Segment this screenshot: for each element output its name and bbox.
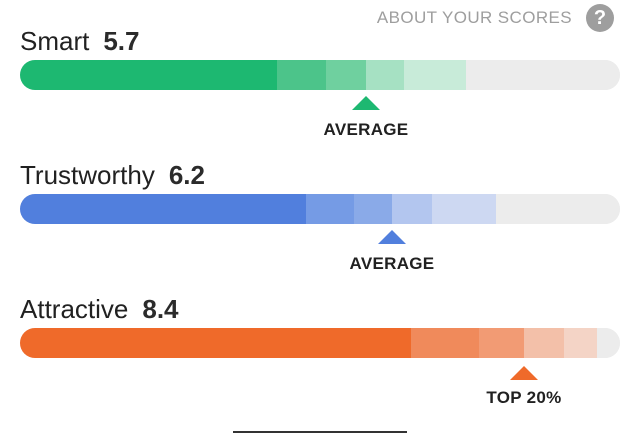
bar-segment xyxy=(326,60,366,90)
average-marker-icon xyxy=(378,230,406,244)
help-circle-icon[interactable]: ? xyxy=(586,4,614,32)
score-title-smart: Smart 5.7 xyxy=(20,28,140,54)
score-value: 6.2 xyxy=(168,160,205,190)
score-label: Trustworthy xyxy=(20,160,155,190)
score-value: 5.7 xyxy=(103,26,140,56)
score-label: Attractive xyxy=(20,294,129,324)
bar-segment xyxy=(404,60,466,90)
percentile-marker-icon xyxy=(510,366,538,380)
marker-label: AVERAGE xyxy=(323,120,409,139)
bar-segment xyxy=(20,194,306,224)
bar-segment xyxy=(524,328,564,358)
about-scores-link[interactable]: ABOUT YOUR SCORES ? xyxy=(377,4,614,32)
score-bar xyxy=(20,60,620,90)
bar-segment xyxy=(466,60,620,90)
score-title-attractive: Attractive 8.4 xyxy=(20,296,179,322)
bar-segment xyxy=(366,60,404,90)
marker-label: AVERAGE xyxy=(349,254,435,273)
average-marker-icon xyxy=(352,96,380,110)
bar-segment xyxy=(479,328,524,358)
bar-segment xyxy=(354,194,392,224)
bar-segment xyxy=(306,194,354,224)
bar-segment xyxy=(432,194,496,224)
marker-label: TOP 20% xyxy=(486,388,562,407)
about-scores-label: ABOUT YOUR SCORES xyxy=(376,8,572,27)
bar-segment xyxy=(392,194,432,224)
bar-segment xyxy=(20,60,277,90)
score-title-trustworthy: Trustworthy 6.2 xyxy=(20,162,205,188)
bar-segment xyxy=(597,328,620,358)
score-value: 8.4 xyxy=(142,294,179,324)
home-indicator xyxy=(233,431,407,433)
bar-segment xyxy=(20,328,411,358)
bar-segment xyxy=(277,60,326,90)
bar-segment xyxy=(411,328,479,358)
score-bar xyxy=(20,328,620,358)
score-bar xyxy=(20,194,620,224)
score-label: Smart xyxy=(20,26,90,56)
bar-segment xyxy=(564,328,597,358)
bar-segment xyxy=(496,194,620,224)
